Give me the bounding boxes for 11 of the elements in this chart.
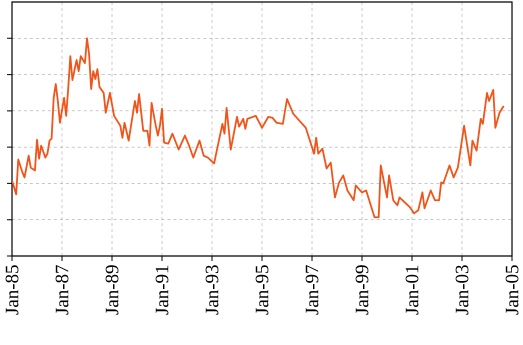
x-tick-label: Jan-87 (56, 265, 68, 315)
x-tick-label: Jan-97 (306, 265, 318, 315)
x-tick-label: Jan-01 (406, 266, 418, 315)
x-tick-label: Jan-85 (6, 265, 18, 315)
x-tick-label: Jan-91 (156, 266, 168, 315)
x-tick-label: Jan-89 (106, 265, 118, 315)
x-tick-label: Jan-95 (256, 265, 268, 315)
x-tick-label: Jan-99 (356, 265, 368, 315)
x-tick-label: Jan-93 (206, 265, 218, 315)
x-tick-label: Jan-05 (506, 265, 518, 315)
x-tick-label: Jan-03 (456, 265, 468, 315)
